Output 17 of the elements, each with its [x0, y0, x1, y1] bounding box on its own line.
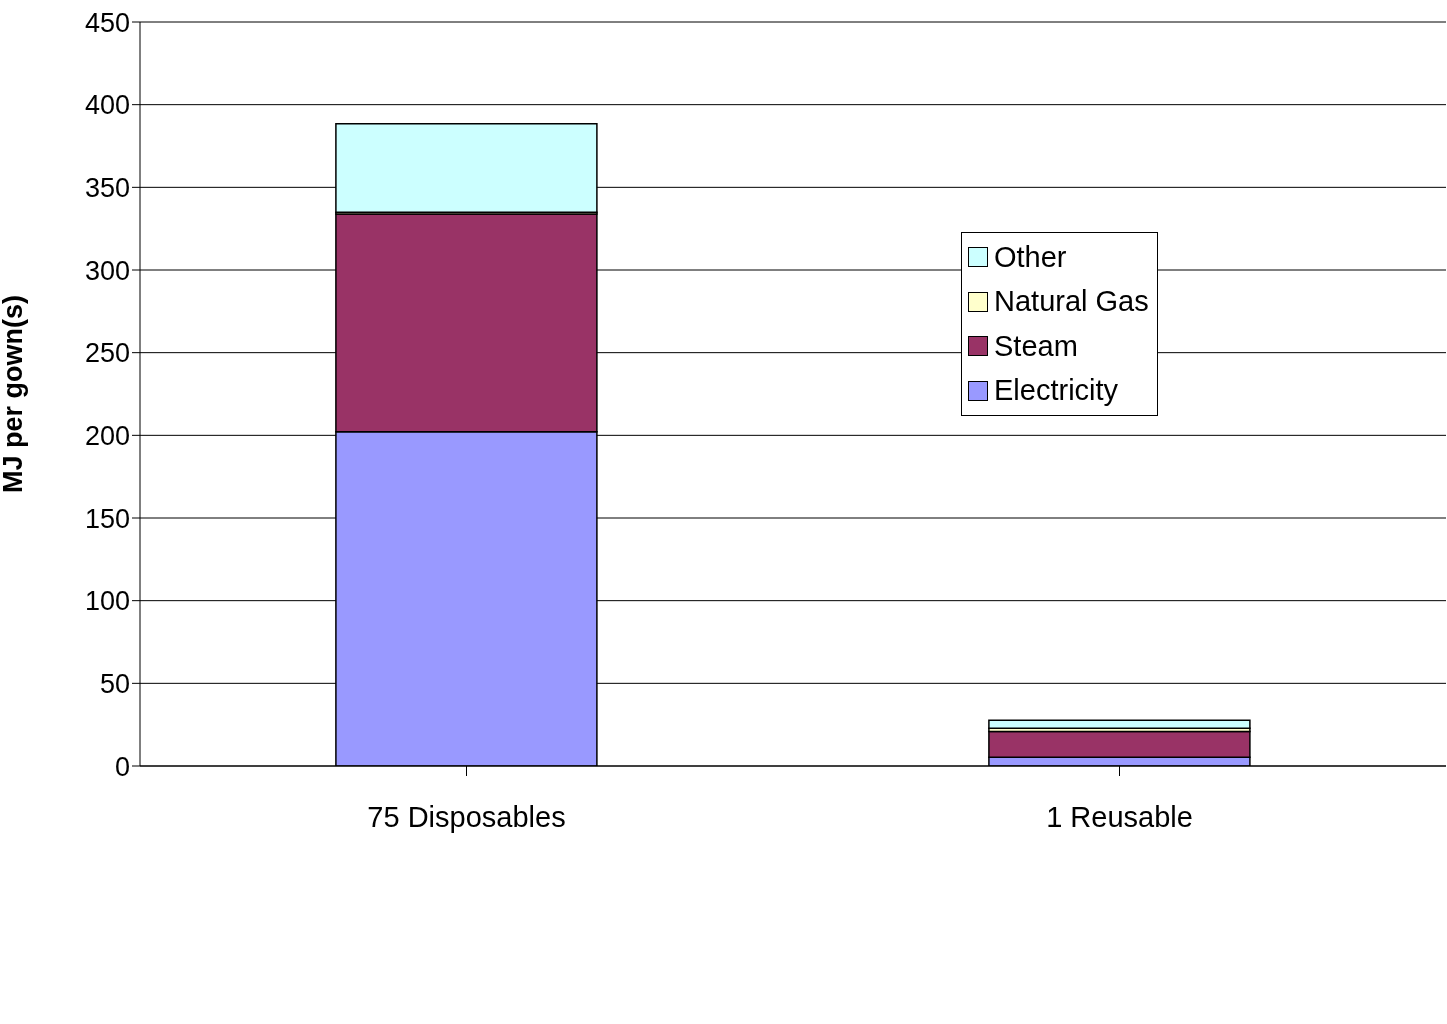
y-tick-label: 50	[99, 668, 130, 699]
legend-label: Steam	[994, 329, 1078, 363]
y-tick-label: 450	[84, 7, 130, 38]
legend-label: Electricity	[994, 374, 1119, 408]
x-tick-label: 75 Disposables	[367, 800, 566, 833]
y-tick-label: 0	[114, 751, 130, 782]
y-tick-label: 150	[84, 503, 130, 534]
legend-label: Natural Gas	[994, 285, 1149, 319]
x-tick-label: 1 Reusable	[1046, 800, 1193, 833]
y-tick-label: 100	[84, 586, 130, 617]
y-tick-label: 300	[84, 255, 130, 286]
y-tick-label: 200	[84, 420, 130, 451]
y-tick-label: 250	[84, 338, 130, 369]
y-axis-title: MJ per gown(s)	[0, 294, 28, 494]
y-tick-label: 350	[84, 172, 130, 203]
y-tick-label: 400	[84, 90, 130, 121]
legend-label: Other	[994, 240, 1067, 274]
